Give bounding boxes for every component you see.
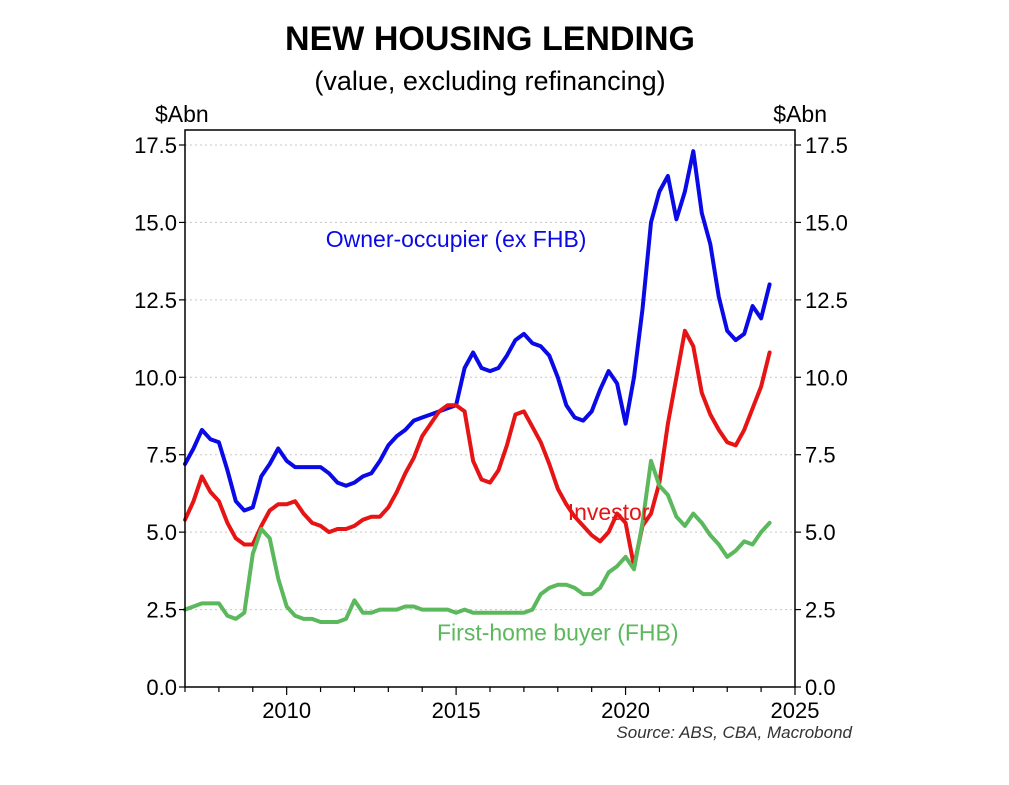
y-tick-label-right: 17.5 <box>805 133 848 158</box>
y-tick-label-left: 12.5 <box>134 288 177 313</box>
x-tick-label: 2010 <box>262 698 311 723</box>
y-tick-label-left: 15.0 <box>134 210 177 235</box>
series-line-2 <box>183 458 772 624</box>
y-tick-label-left: 10.0 <box>134 365 177 390</box>
x-tick-label: 2025 <box>771 698 820 723</box>
y-tick-label-right: 5.0 <box>805 520 836 545</box>
y-axis-unit-right: $Abn <box>773 101 827 127</box>
x-tick-label: 2020 <box>601 698 650 723</box>
series-label: Owner-occupier (ex FHB) <box>326 226 587 252</box>
y-tick-label-right: 7.5 <box>805 443 836 468</box>
axis-ticks: 0.0 0.0 2.5 2.5 5.0 5.0 7.5 7.5 10.0 10.0 12.5 12.5… <box>134 133 848 723</box>
y-axis-unit-left: $Abn <box>155 101 209 127</box>
grid-lines <box>185 144 795 611</box>
series-line-0 <box>183 149 772 513</box>
y-tick-label-right: 2.5 <box>805 598 836 623</box>
y-tick-label-right: 15.0 <box>805 210 848 235</box>
chart-title: NEW HOUSING LENDING <box>285 20 695 58</box>
y-tick-label-right: 0.0 <box>805 675 836 700</box>
series-line-1 <box>183 328 772 569</box>
y-tick-label-left: 5.0 <box>146 520 177 545</box>
x-tick-label: 2015 <box>432 698 481 723</box>
y-tick-label-right: 10.0 <box>805 365 848 390</box>
y-tick-label-right: 12.5 <box>805 288 848 313</box>
series-label: Investor <box>568 499 650 525</box>
y-tick-label-left: 7.5 <box>146 443 177 468</box>
y-tick-label-left: 2.5 <box>146 598 177 623</box>
source-note: Source: ABS, CBA, Macrobond <box>616 723 852 742</box>
y-tick-label-left: 17.5 <box>134 133 177 158</box>
series-lines <box>183 149 772 624</box>
chart-subtitle: (value, excluding refinancing) <box>314 66 665 96</box>
y-tick-label-left: 0.0 <box>146 675 177 700</box>
series-label: First-home buyer (FHB) <box>437 620 679 646</box>
series-annotations: Owner-occupier (ex FHB) Investor First-hom… <box>326 226 679 645</box>
